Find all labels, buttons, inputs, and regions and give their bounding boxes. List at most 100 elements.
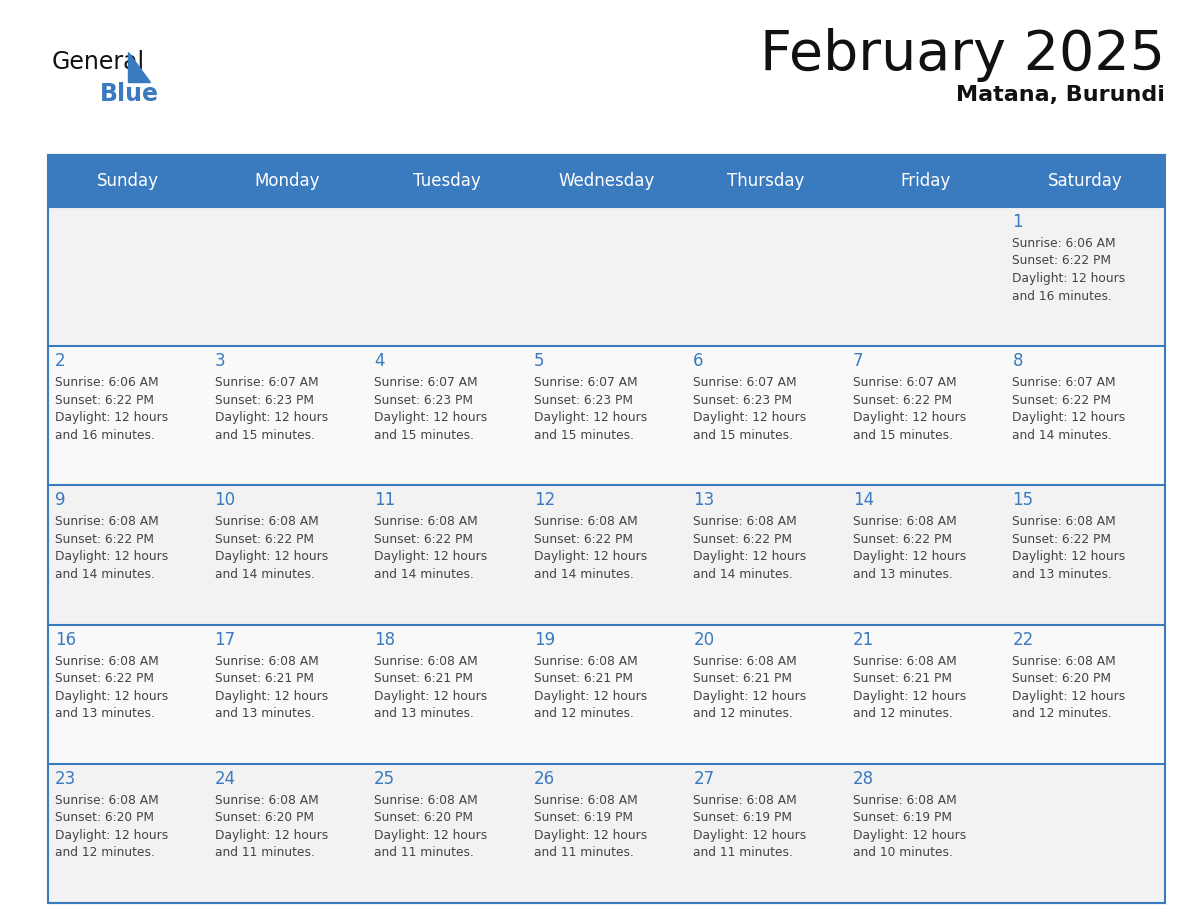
Text: Sunrise: 6:08 AM: Sunrise: 6:08 AM [374, 655, 478, 667]
Bar [367, 764, 526, 903]
Text: Daylight: 12 hours: Daylight: 12 hours [55, 829, 169, 842]
Bar [846, 486, 1005, 624]
Text: and 15 minutes.: and 15 minutes. [374, 429, 474, 442]
Text: and 14 minutes.: and 14 minutes. [374, 568, 474, 581]
Text: and 15 minutes.: and 15 minutes. [533, 429, 633, 442]
Text: Sunset: 6:22 PM: Sunset: 6:22 PM [1012, 254, 1112, 267]
Text: Sunrise: 6:08 AM: Sunrise: 6:08 AM [694, 515, 797, 529]
Text: and 15 minutes.: and 15 minutes. [694, 429, 794, 442]
Text: and 13 minutes.: and 13 minutes. [374, 707, 474, 720]
Text: Sunset: 6:19 PM: Sunset: 6:19 PM [533, 812, 633, 824]
Text: Sunset: 6:21 PM: Sunset: 6:21 PM [853, 672, 952, 685]
Text: Daylight: 12 hours: Daylight: 12 hours [694, 411, 807, 424]
Text: Thursday: Thursday [727, 172, 804, 190]
Text: 19: 19 [533, 631, 555, 649]
Bar [367, 486, 526, 624]
Bar [48, 624, 208, 764]
Text: Daylight: 12 hours: Daylight: 12 hours [1012, 689, 1126, 702]
Text: Friday: Friday [901, 172, 950, 190]
Text: and 16 minutes.: and 16 minutes. [1012, 289, 1112, 303]
Bar [526, 486, 687, 624]
Text: 8: 8 [1012, 353, 1023, 370]
Text: and 11 minutes.: and 11 minutes. [374, 846, 474, 859]
Text: Sunrise: 6:08 AM: Sunrise: 6:08 AM [853, 515, 956, 529]
Text: Daylight: 12 hours: Daylight: 12 hours [533, 829, 647, 842]
Text: and 13 minutes.: and 13 minutes. [853, 568, 953, 581]
Bar [1005, 624, 1165, 764]
Text: 11: 11 [374, 491, 396, 509]
Text: Daylight: 12 hours: Daylight: 12 hours [1012, 551, 1126, 564]
Text: Daylight: 12 hours: Daylight: 12 hours [374, 551, 487, 564]
Text: Sunset: 6:22 PM: Sunset: 6:22 PM [533, 533, 633, 546]
Text: and 16 minutes.: and 16 minutes. [55, 429, 154, 442]
Text: and 13 minutes.: and 13 minutes. [55, 707, 154, 720]
Text: Daylight: 12 hours: Daylight: 12 hours [55, 411, 169, 424]
Text: Sunrise: 6:07 AM: Sunrise: 6:07 AM [694, 376, 797, 389]
Text: and 14 minutes.: and 14 minutes. [215, 568, 315, 581]
Text: Sunrise: 6:07 AM: Sunrise: 6:07 AM [533, 376, 637, 389]
Text: and 12 minutes.: and 12 minutes. [694, 707, 794, 720]
Polygon shape [128, 52, 150, 82]
Text: Sunrise: 6:08 AM: Sunrise: 6:08 AM [1012, 655, 1117, 667]
Bar [526, 207, 687, 346]
Text: Daylight: 12 hours: Daylight: 12 hours [1012, 272, 1126, 285]
Text: Sunset: 6:22 PM: Sunset: 6:22 PM [1012, 394, 1112, 407]
Bar [208, 155, 367, 207]
Text: Sunset: 6:21 PM: Sunset: 6:21 PM [374, 672, 473, 685]
Text: Sunrise: 6:08 AM: Sunrise: 6:08 AM [533, 794, 638, 807]
Bar [846, 624, 1005, 764]
Bar [687, 764, 846, 903]
Text: and 13 minutes.: and 13 minutes. [1012, 568, 1112, 581]
Text: Sunrise: 6:08 AM: Sunrise: 6:08 AM [533, 515, 638, 529]
Text: Daylight: 12 hours: Daylight: 12 hours [374, 689, 487, 702]
Text: 22: 22 [1012, 631, 1034, 649]
Bar [48, 486, 208, 624]
Text: Daylight: 12 hours: Daylight: 12 hours [374, 829, 487, 842]
Text: 13: 13 [694, 491, 714, 509]
Text: Sunrise: 6:06 AM: Sunrise: 6:06 AM [55, 376, 159, 389]
Text: 27: 27 [694, 770, 714, 788]
Text: Sunset: 6:23 PM: Sunset: 6:23 PM [374, 394, 473, 407]
Text: 14: 14 [853, 491, 874, 509]
Text: Daylight: 12 hours: Daylight: 12 hours [215, 829, 328, 842]
Bar [526, 346, 687, 486]
Text: Sunrise: 6:08 AM: Sunrise: 6:08 AM [215, 794, 318, 807]
Bar [846, 346, 1005, 486]
Text: Sunset: 6:22 PM: Sunset: 6:22 PM [374, 533, 473, 546]
Text: and 12 minutes.: and 12 minutes. [853, 707, 953, 720]
Text: Sunset: 6:19 PM: Sunset: 6:19 PM [853, 812, 952, 824]
Bar [526, 764, 687, 903]
Text: Matana, Burundi: Matana, Burundi [956, 85, 1165, 105]
Bar [526, 624, 687, 764]
Bar [208, 346, 367, 486]
Bar [367, 207, 526, 346]
Bar [846, 764, 1005, 903]
Text: Sunset: 6:22 PM: Sunset: 6:22 PM [1012, 533, 1112, 546]
Bar [48, 764, 208, 903]
Text: Daylight: 12 hours: Daylight: 12 hours [55, 689, 169, 702]
Bar [208, 207, 367, 346]
Text: Daylight: 12 hours: Daylight: 12 hours [374, 411, 487, 424]
Text: Sunset: 6:22 PM: Sunset: 6:22 PM [853, 533, 952, 546]
Text: Sunrise: 6:06 AM: Sunrise: 6:06 AM [1012, 237, 1116, 250]
Text: 23: 23 [55, 770, 76, 788]
Bar [1005, 155, 1165, 207]
Text: Sunrise: 6:08 AM: Sunrise: 6:08 AM [853, 655, 956, 667]
Text: Daylight: 12 hours: Daylight: 12 hours [853, 551, 966, 564]
Text: 18: 18 [374, 631, 396, 649]
Text: and 10 minutes.: and 10 minutes. [853, 846, 953, 859]
Text: Daylight: 12 hours: Daylight: 12 hours [533, 689, 647, 702]
Text: Sunrise: 6:08 AM: Sunrise: 6:08 AM [215, 515, 318, 529]
Text: 2: 2 [55, 353, 65, 370]
Text: 17: 17 [215, 631, 235, 649]
Text: Daylight: 12 hours: Daylight: 12 hours [853, 829, 966, 842]
Text: Sunrise: 6:07 AM: Sunrise: 6:07 AM [215, 376, 318, 389]
Text: Daylight: 12 hours: Daylight: 12 hours [694, 689, 807, 702]
Text: 4: 4 [374, 353, 385, 370]
Bar [526, 155, 687, 207]
Bar [48, 346, 208, 486]
Text: and 12 minutes.: and 12 minutes. [533, 707, 633, 720]
Text: Sunrise: 6:08 AM: Sunrise: 6:08 AM [533, 655, 638, 667]
Text: and 12 minutes.: and 12 minutes. [55, 846, 154, 859]
Text: Sunrise: 6:07 AM: Sunrise: 6:07 AM [1012, 376, 1116, 389]
